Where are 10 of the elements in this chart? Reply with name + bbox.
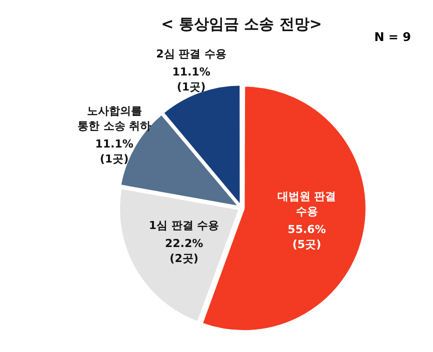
text: N = 9 [374,30,411,44]
slice-label: 노사합의를 통한 소송 취하 [77,104,152,133]
chart-title: < 통상임금 소송 전망> [161,14,322,33]
slice-label: 대법원 판결 수용 [277,190,336,218]
data-label: 11.1% (1곳) [172,66,210,94]
data-label: 11.1% (1곳) [95,138,134,166]
slice-label: 1심 판결 수용 [148,218,220,232]
data-label: 55.6% (5곳) [288,222,326,251]
data-label: 22.2% (2곳) [164,236,204,265]
slice-label: 2심 판결 수용 [156,48,226,61]
